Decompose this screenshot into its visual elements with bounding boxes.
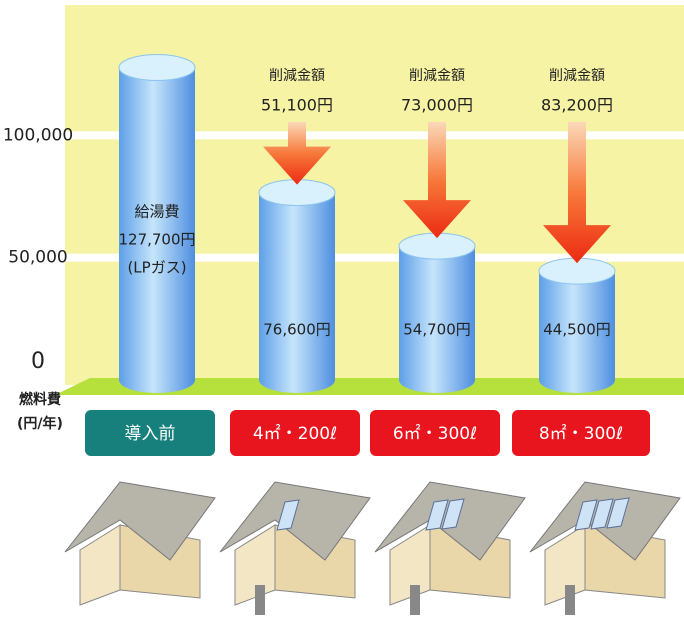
- grid-line: [65, 131, 684, 140]
- category-box: [230, 410, 360, 456]
- value-label: 44,500円: [543, 321, 611, 339]
- solar-panel: [606, 497, 630, 529]
- x-tick-label: 8㎡・300ℓ: [539, 424, 623, 444]
- savings-label: 51,100円: [261, 96, 333, 115]
- value-label: 127,700円: [118, 231, 195, 249]
- y-tick-label: 50,000: [8, 248, 67, 268]
- category-box: [512, 410, 650, 456]
- category-box: [370, 410, 500, 456]
- solar-panel: [425, 499, 449, 531]
- savings-title: 削減金額: [269, 67, 325, 84]
- bar-note: (LPガス): [127, 259, 186, 277]
- water-tank: [410, 585, 420, 615]
- y-tick-label: 0: [31, 349, 45, 374]
- x-tick-label: 4㎡・200ℓ: [253, 424, 337, 444]
- water-tank: [255, 585, 265, 615]
- bar-top: [118, 54, 196, 82]
- savings-label: 83,200円: [541, 96, 613, 115]
- savings-title: 削減金額: [549, 67, 605, 84]
- x-tick-label: 6㎡・300ℓ: [393, 424, 477, 444]
- bar-note: 給湯費: [134, 203, 179, 221]
- value-label: 76,600円: [263, 321, 331, 339]
- bar: [258, 179, 336, 393]
- solar-panel: [276, 499, 300, 531]
- bar-body: [539, 271, 615, 393]
- y-tick-label: 100,000: [3, 125, 73, 145]
- savings-label: 73,000円: [401, 96, 473, 115]
- savings-arrow: [403, 122, 471, 239]
- bar-body: [399, 246, 475, 393]
- solar-panel: [590, 498, 614, 530]
- bar: [538, 257, 616, 393]
- savings-title: 削減金額: [409, 67, 465, 84]
- y-axis-label: (円/年): [17, 415, 63, 432]
- bar: [118, 54, 196, 393]
- savings-arrow: [543, 122, 611, 264]
- savings-arrow: [263, 122, 331, 185]
- solar-panel: [574, 499, 598, 531]
- floor: [55, 378, 684, 395]
- house-roof: [64, 481, 216, 561]
- bar-body: [259, 192, 335, 393]
- bar-body: [119, 67, 195, 393]
- house-roof: [219, 481, 371, 561]
- value-label: 54,700円: [403, 321, 471, 339]
- water-tank: [565, 585, 575, 615]
- category-box: [85, 410, 215, 456]
- y-axis-label: 燃料費: [19, 391, 61, 408]
- solar-panel: [441, 498, 465, 530]
- grid-line: [65, 253, 684, 262]
- x-tick-label: 導入前: [125, 424, 176, 444]
- bar: [398, 232, 476, 393]
